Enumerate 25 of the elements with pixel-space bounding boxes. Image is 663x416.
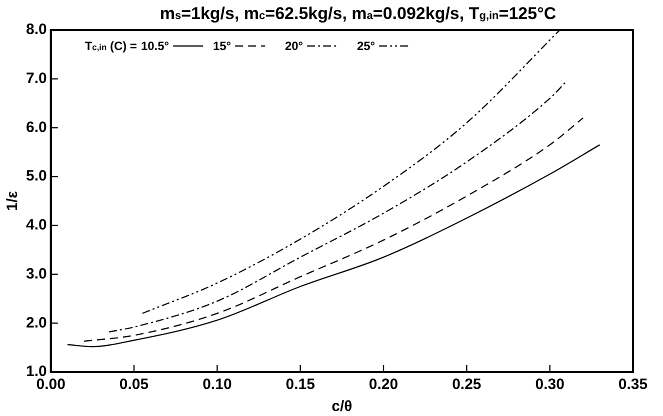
x-tick-label: 0.05 (119, 376, 149, 394)
y-tick-label: 4.0 (26, 216, 47, 234)
x-tick-label: 0.15 (286, 376, 315, 394)
legend-label: 25° (356, 39, 376, 53)
line-series (108, 80, 568, 333)
x-tick-label: 0.20 (368, 376, 398, 394)
x-tick-label: 0.10 (202, 376, 232, 394)
line-series (66, 144, 600, 348)
legend-label: 20° (284, 39, 304, 53)
x-axis-title: c/θ (332, 398, 352, 416)
x-tick-label: 0.00 (36, 376, 66, 394)
x-tick-label: 0.25 (452, 376, 482, 394)
y-tick-label: 6.0 (26, 118, 47, 136)
legend-title: Tc,in (C) = (84, 39, 137, 53)
legend-label: 10.5° (140, 39, 170, 53)
line-series (84, 117, 584, 342)
y-tick-label: 3.0 (26, 265, 47, 282)
x-tick-label: 0.35 (618, 376, 648, 394)
y-tick-label: 2.0 (26, 314, 47, 332)
y-tick-label: 8.0 (26, 21, 47, 38)
x-tick-label: 0.30 (535, 376, 564, 394)
y-tick-label: 5.0 (26, 168, 47, 185)
y-tick-label: 7.0 (26, 70, 47, 87)
y-axis-title: 1/ε (4, 191, 22, 211)
legend-label: 15° (212, 39, 232, 53)
